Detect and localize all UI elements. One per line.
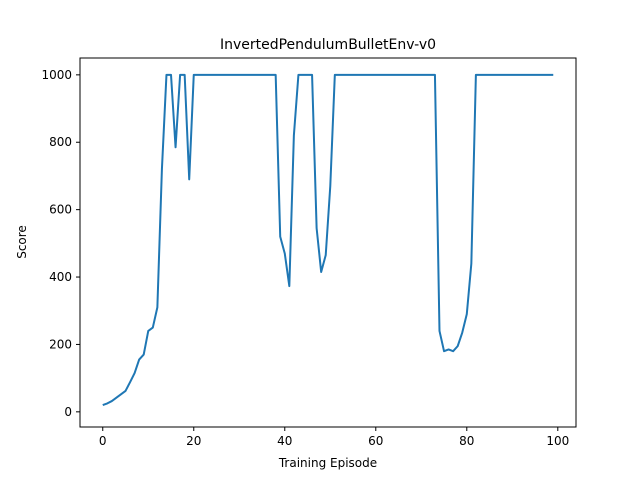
y-axis: 0 200 400 600 800 1000 — [41, 68, 80, 419]
x-tick-label: 40 — [277, 434, 292, 448]
y-tick-label: 1000 — [41, 68, 72, 82]
y-tick-label: 800 — [49, 135, 72, 149]
series-line-0 — [102, 73, 554, 407]
x-tick-label: 80 — [459, 434, 474, 448]
x-tick-label: 60 — [368, 434, 383, 448]
x-tick-label: 100 — [546, 434, 569, 448]
x-axis-label: Training Episode — [278, 456, 377, 470]
y-axis-label: Score — [15, 225, 29, 259]
y-tick-label: 200 — [49, 337, 72, 351]
chart-title: InvertedPendulumBulletEnv-v0 — [220, 37, 436, 53]
x-axis: 0 20 40 60 80 100 — [99, 427, 569, 448]
y-tick-label: 0 — [64, 405, 72, 419]
y-tick-label: 400 — [49, 270, 72, 284]
plot-area — [102, 73, 554, 407]
y-tick-label: 600 — [49, 203, 72, 217]
plot-frame — [79, 57, 577, 428]
x-tick-label: 0 — [99, 434, 107, 448]
x-tick-label: 20 — [186, 434, 201, 448]
